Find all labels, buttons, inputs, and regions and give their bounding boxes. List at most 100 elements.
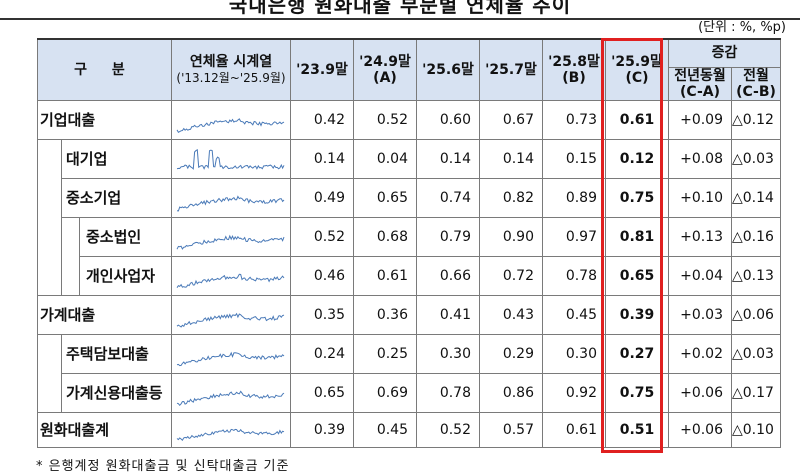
value-cell-v4: 0.14 [479,138,543,179]
indent-cell [37,138,62,296]
sparkline-cell [171,411,291,448]
yoy-change-cell: +0.09 [668,99,732,140]
table-row: 기업대출 0.42 0.52 0.60 0.67 0.73 0.61 +0.09 △0.12 [37,99,782,140]
mom-change-cell: △0.12 [730,99,782,140]
row-label: 주택담보대출 [61,333,172,374]
value-cell-v2: 0.36 [353,294,417,335]
sparkline-chart [176,390,285,406]
indent-cell [37,333,62,413]
footnote: * 은행계정 원화대출금 및 신탁대출금 기준 [36,459,290,474]
value-cell-v5: 0.97 [542,216,606,257]
row-label: 대기업 [61,138,172,179]
yoy-change-cell: +0.13 [668,216,732,257]
yoy-change-cell: +0.10 [668,177,732,218]
value-cell-v4: 0.29 [479,333,543,374]
header-mom: 전월 (C-B) [730,66,782,101]
value-cell-v2: 0.04 [353,138,417,179]
unit-label: (단위 : %, %p) [698,20,786,35]
table-row: 원화대출계 0.39 0.45 0.52 0.57 0.61 0.51 +0.06 △0.10 [37,411,782,448]
value-cell-v1: 0.52 [290,216,354,257]
indent-cell [61,216,80,296]
row-label: 중소법인 [79,216,172,257]
value-cell-v1: 0.39 [290,411,354,448]
header-c5: '25.8말 (B) [542,38,606,101]
value-cell-v1: 0.46 [290,255,354,296]
value-cell-v1: 0.14 [290,138,354,179]
sparkline-cell [171,294,291,335]
current-value-cell: 0.39 [605,294,669,335]
value-cell-v4: 0.86 [479,372,543,413]
sparkline-chart [176,312,285,328]
value-cell-v2: 0.61 [353,255,417,296]
table-row: 가계대출 0.35 0.36 0.41 0.43 0.45 0.39 +0.03 △0.06 [37,294,782,335]
value-cell-v3: 0.52 [416,411,480,448]
value-cell-v3: 0.78 [416,372,480,413]
value-cell-v2: 0.65 [353,177,417,218]
value-cell-v5: 0.89 [542,177,606,218]
header-c1: '23.9말 [290,38,354,101]
value-cell-v5: 0.15 [542,138,606,179]
value-cell-v3: 0.30 [416,333,480,374]
value-cell-v4: 0.72 [479,255,543,296]
value-cell-v2: 0.25 [353,333,417,374]
sparkline-cell [171,177,291,218]
yoy-change-cell: +0.08 [668,138,732,179]
header-category: 구 분 [37,38,172,101]
table-row: 대기업 0.14 0.04 0.14 0.14 0.15 0.12 +0.08 △0.03 [37,138,782,296]
current-value-cell: 0.75 [605,177,669,218]
sparkline-line [176,390,285,406]
yoy-change-cell: +0.02 [668,333,732,374]
value-cell-v1: 0.35 [290,294,354,335]
row-label: 개인사업자 [79,255,172,296]
sparkline-chart [176,428,285,441]
value-cell-v2: 0.45 [353,411,417,448]
sparkline-line [176,428,285,441]
table-row: 주택담보대출 0.24 0.25 0.30 0.29 0.30 0.27 +0.02 △0.03 [37,333,782,413]
table-row: 중소기업 0.49 0.65 0.74 0.82 0.89 0.75 +0.10 △0.14 [38,177,782,218]
value-cell-v4: 0.82 [479,177,543,218]
sparkline-line [176,312,285,328]
mom-change-cell: △0.10 [730,411,782,448]
header-yoy: 전년동월 (C-A) [668,66,732,101]
sparkline-line [176,351,285,366]
yoy-change-cell: +0.04 [668,255,732,296]
sparkline-cell [171,372,291,413]
mom-change-cell: △0.13 [730,255,782,296]
value-cell-v3: 0.60 [416,99,480,140]
header-series: 연체율 시계열 ('13.12월~'25.9월) [171,38,291,101]
mom-change-cell: △0.03 [730,333,782,374]
mom-change-cell: △0.16 [730,216,782,257]
value-cell-v3: 0.41 [416,294,480,335]
header-c6: '25.9말 (C) [605,38,669,101]
sparkline-line [176,273,285,288]
current-value-cell: 0.75 [605,372,669,413]
value-cell-v5: 0.30 [542,333,606,374]
value-cell-v2: 0.52 [353,99,417,140]
row-label: 가계대출 [37,294,172,335]
sparkline-cell [171,138,291,179]
row-label: 기업대출 [37,99,172,140]
current-value-cell: 0.51 [605,411,669,448]
current-value-cell: 0.65 [605,255,669,296]
mom-change-cell: △0.03 [730,138,782,179]
yoy-change-cell: +0.06 [668,372,732,413]
value-cell-v1: 0.24 [290,333,354,374]
current-value-cell: 0.12 [605,138,669,179]
sparkline-chart [176,351,285,366]
mom-change-cell: △0.17 [730,372,782,413]
yoy-change-cell: +0.06 [668,411,732,448]
table-row: 중소법인 0.52 0.68 0.79 0.90 0.97 0.81 +0.13 △0.16 [38,216,782,296]
header-c4: '25.7말 [479,38,543,101]
value-cell-v3: 0.74 [416,177,480,218]
sparkline-cell [171,216,291,257]
value-cell-v1: 0.42 [290,99,354,140]
value-cell-v5: 0.61 [542,411,606,448]
table-row: 개인사업자 0.46 0.61 0.66 0.72 0.78 0.65 +0.04 △0.13 [38,255,782,296]
sparkline-chart [176,194,285,211]
mom-change-cell: △0.06 [730,294,782,335]
sparkline-line [176,117,285,133]
value-cell-v5: 0.92 [542,372,606,413]
current-value-cell: 0.61 [605,99,669,140]
value-cell-v2: 0.69 [353,372,417,413]
value-cell-v4: 0.67 [479,99,543,140]
